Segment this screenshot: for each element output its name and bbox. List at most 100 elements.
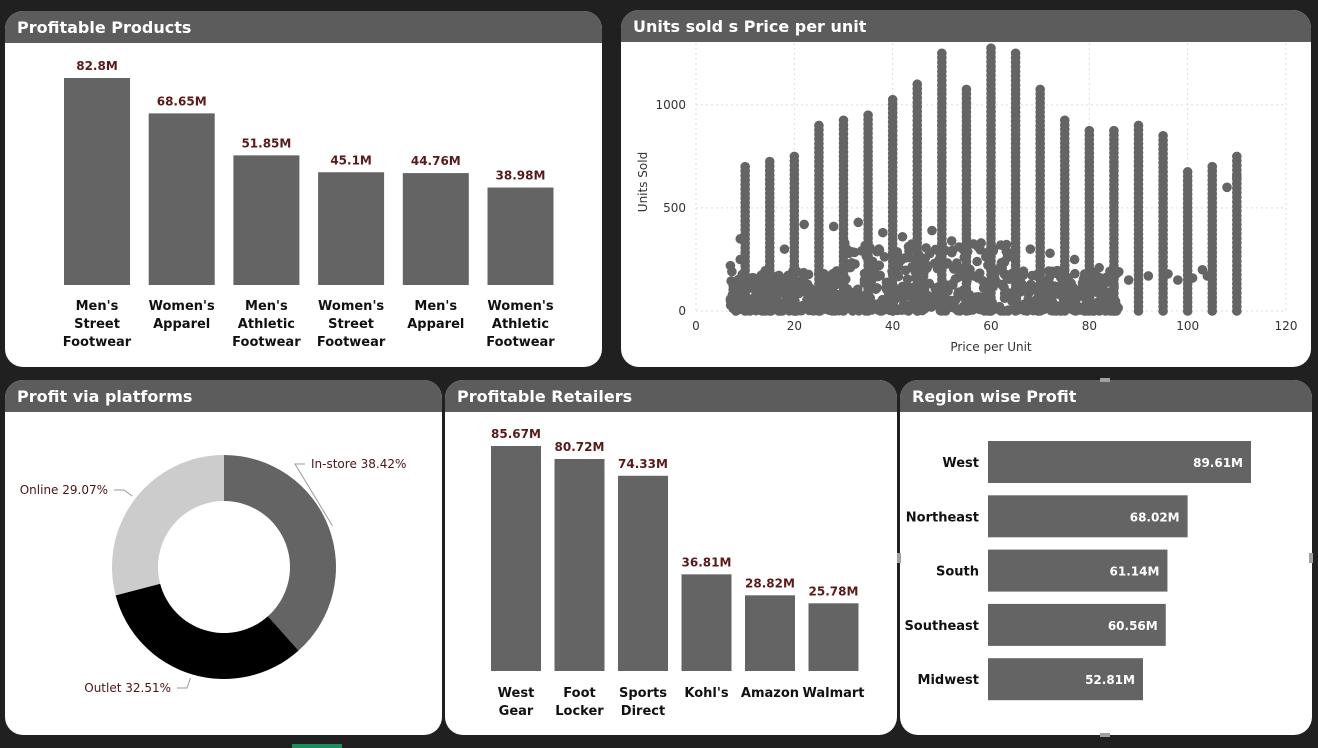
scatter-point (875, 298, 886, 308)
category-label: Men's (76, 299, 119, 314)
scatter-point (1025, 244, 1036, 254)
scatter-point (946, 236, 957, 246)
resize-handle-bottom[interactable] (1100, 733, 1110, 737)
resize-handle-top[interactable] (1100, 378, 1110, 382)
region-panel[interactable]: Region wise Profit West 89.61M Northeast 68… (900, 380, 1312, 735)
scatter-point (1084, 125, 1095, 136)
scatter-point (922, 263, 932, 273)
scatter-point (873, 271, 883, 282)
scatter-point (853, 217, 864, 228)
y-axis-label: Units Sold (636, 152, 650, 212)
page-tab-indicator[interactable] (292, 744, 342, 748)
bar (491, 446, 541, 671)
scatter-point (1182, 167, 1193, 177)
donut-slice (112, 455, 224, 596)
data-label: 28.82M (745, 576, 795, 590)
category-label: Women's (318, 299, 384, 314)
platforms-panel[interactable]: Profit via platforms In-store 38.42% Outl… (5, 380, 442, 735)
scatter-point (1071, 306, 1081, 316)
data-label: 52.81M (1085, 673, 1135, 687)
x-tick-label: 60 (983, 319, 998, 333)
scatter-point (879, 252, 890, 262)
scatter-point (1092, 287, 1103, 298)
scatter-point (863, 110, 873, 120)
category-label: Footwear (232, 335, 301, 350)
scatter-point (1158, 130, 1168, 141)
scatter-point (728, 289, 738, 299)
scatter-point (1027, 270, 1037, 281)
category-label: West (942, 456, 979, 471)
scatter-point (789, 151, 800, 162)
y-tick-label: 1000 (655, 98, 686, 112)
category-label: Walmart (802, 686, 864, 701)
category-label: Athletic (238, 317, 295, 332)
scatter-point (1163, 269, 1173, 279)
scatter-point (1232, 151, 1242, 162)
scatter-point (850, 259, 860, 269)
slice-label: Online 29.07% (20, 483, 108, 497)
scatter-point (1035, 84, 1045, 95)
scatter-point (920, 253, 931, 263)
scatter-point (947, 245, 958, 256)
category-label: Locker (555, 704, 604, 719)
scatter-point (1222, 182, 1232, 193)
scatter-point (968, 239, 979, 249)
category-label: Sports (619, 686, 667, 701)
category-label: Men's (245, 299, 288, 314)
category-label: Apparel (153, 317, 210, 332)
scatter-panel[interactable]: Units sold s Price per unit 0 20 40 60 80 100… (621, 10, 1311, 367)
data-label: 80.72M (555, 440, 605, 454)
scatter-point (1143, 271, 1154, 281)
scatter-point (798, 269, 809, 280)
scatter-point (874, 245, 885, 255)
scatter-point (974, 291, 984, 302)
x-tick-label: 120 (1275, 319, 1298, 333)
scatter-point (850, 289, 860, 300)
category-label: West (498, 686, 535, 701)
bar (681, 574, 732, 671)
region-chart: West 89.61M Northeast 68.02M South 61.14M Sout… (904, 441, 1251, 701)
scatter-point (972, 256, 982, 267)
y-tick-label: 500 (663, 201, 686, 215)
scatter-point (878, 227, 888, 238)
scatter-point (776, 303, 787, 314)
scatter-point (976, 238, 986, 248)
products-panel[interactable]: Profitable Products 82.8M Men's Street Foot… (5, 11, 602, 367)
scatter-point (1043, 297, 1054, 308)
platforms-title: Profit via platforms (5, 380, 442, 412)
scatter-point (921, 243, 931, 253)
retailers-panel[interactable]: Profitable Retailers 85.67M West Gear 80.72… (445, 380, 897, 735)
scatter-point (1187, 273, 1198, 283)
category-label: Direct (621, 704, 665, 719)
data-label: 89.61M (1193, 456, 1243, 470)
donut-slice (115, 583, 299, 679)
x-tick-label: 100 (1176, 319, 1199, 333)
scatter-point (1010, 48, 1021, 59)
scatter-point (1232, 172, 1242, 182)
scatter-point (1059, 115, 1070, 126)
scatter-point (1070, 268, 1080, 279)
scatter-point (1001, 271, 1012, 282)
category-label: South (936, 565, 979, 580)
resize-handle-left[interactable] (897, 553, 901, 563)
scatter-point (978, 283, 989, 293)
scatter-chart: 0 20 40 60 80 100 120 0 500 1000 Price per Unit Uni… (636, 43, 1298, 354)
x-axis-label: Price per Unit (950, 340, 1032, 354)
scatter-point (1207, 161, 1218, 172)
scatter-point (1045, 248, 1055, 259)
products-title: Profitable Products (5, 11, 602, 43)
category-label: Midwest (918, 673, 979, 688)
category-label: Women's (149, 299, 215, 314)
scatter-point (725, 260, 736, 271)
category-label: Amazon (741, 686, 799, 701)
scatter-point (1003, 305, 1014, 315)
scatter-point (764, 156, 775, 167)
leader-line (177, 677, 191, 689)
bar (64, 78, 130, 285)
category-label: Men's (414, 299, 457, 314)
category-label: Street (74, 317, 120, 332)
scatter-point (1020, 301, 1031, 311)
resize-handle-right[interactable] (1309, 553, 1313, 563)
category-label: Gear (499, 704, 534, 719)
scatter-point (1069, 254, 1080, 265)
